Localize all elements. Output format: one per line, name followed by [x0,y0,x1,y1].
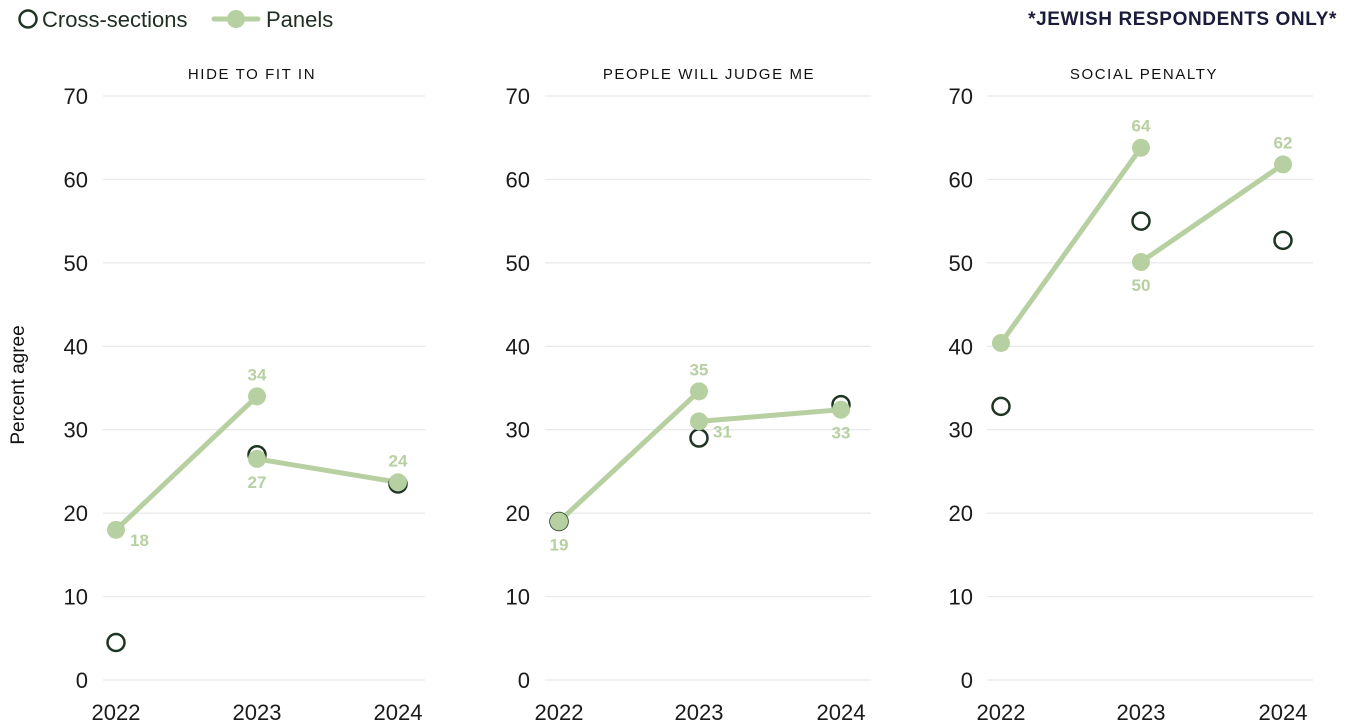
panel-data-label: 31 [713,422,732,441]
x-tick-label: 2024 [817,700,866,725]
panel-legend-dot-icon [227,10,245,28]
cross-section-point [1273,230,1293,251]
panel-data-label: 18 [130,531,149,550]
x-tick-label: 2022 [92,700,141,725]
panel-series-line [696,407,844,424]
panel-point [1132,253,1150,272]
y-tick-label: 20 [506,501,530,526]
chart-panel-1: HIDE TO FIT IN 0 10 20 30 40 50 60 70 2022 2023 202… [64,66,425,725]
x-tick-label: 2023 [675,700,724,725]
y-tick-label: 30 [64,418,88,443]
panel-title: HIDE TO FIT IN [188,66,316,83]
jewish-respondents-note: *JEWISH RESPONDENTS ONLY* [1028,9,1337,30]
cross-section-legend-icon [18,9,38,29]
panel-data-label: 27 [248,473,267,492]
y-tick-label: 0 [518,668,530,693]
panel-point [107,520,125,539]
panel-data-label: 62 [1274,133,1293,152]
panel-point [389,473,407,492]
y-tick-label: 0 [961,668,973,693]
panel-title: SOCIAL PENALTY [1070,66,1218,83]
panel-point [992,333,1010,352]
panel-point [832,400,850,419]
x-tick-label: 2023 [233,700,282,725]
y-tick-label: 10 [506,585,530,610]
y-tick-label: 30 [949,418,973,443]
y-tick-label: 0 [76,668,88,693]
cross-section-point [1131,211,1151,231]
chart-panel-2: PEOPLE WILL JUDGE ME 0 10 20 30 40 50 60 70 2022 2… [506,66,871,725]
panel-point [248,449,266,468]
y-tick-label: 50 [949,251,973,276]
y-tick-label: 70 [506,84,530,109]
panel-data-label: 24 [389,451,408,470]
y-tick-label: 40 [949,334,973,359]
panel-series-line [113,393,260,533]
x-tick-label: 2024 [374,700,423,725]
panel-title: PEOPLE WILL JUDGE ME [603,66,815,83]
y-tick-label: 30 [506,418,530,443]
legend: Cross-sections Panels [18,7,333,32]
panel-data-label: 33 [832,424,851,443]
panel-series-line [254,456,401,485]
y-tick-label: 60 [506,167,530,192]
panel-series-line [1138,161,1286,265]
y-tick-label: 10 [949,585,973,610]
cross-section-point [106,632,126,653]
panel-data-label: 34 [248,365,267,384]
panel-point [690,412,708,431]
panel-series-line [556,388,702,524]
cross-section-legend-label: Cross-sections [42,7,187,32]
y-tick-label: 70 [949,84,973,109]
panel-point [550,512,568,531]
cross-section-point [689,428,709,448]
y-tick-label: 40 [64,334,88,359]
panel-point [690,382,708,401]
y-axis-label: Percent agree [8,325,29,444]
panel-point [1274,155,1292,174]
y-tick-label: 70 [64,84,88,109]
panel-legend-label: Panels [266,7,333,32]
panel-data-label: 35 [690,360,709,379]
x-tick-label: 2023 [1117,700,1166,725]
x-tick-label: 2024 [1259,700,1308,725]
panel-point [1132,138,1150,157]
y-tick-label: 50 [506,251,530,276]
chart-panel-3: SOCIAL PENALTY 0 10 20 30 40 50 60 70 2022 2023 202… [949,66,1313,725]
y-tick-label: 50 [64,251,88,276]
y-tick-label: 40 [506,334,530,359]
x-tick-label: 2022 [977,700,1026,725]
panel-point [248,387,266,406]
panel-data-label: 64 [1132,117,1151,136]
panel-series-line [998,145,1144,346]
y-tick-label: 20 [949,501,973,526]
y-tick-label: 60 [64,167,88,192]
panel-data-label: 50 [1132,276,1151,295]
y-tick-label: 60 [949,167,973,192]
y-tick-label: 10 [64,585,88,610]
panel-data-label: 19 [550,535,569,554]
x-tick-label: 2022 [535,700,584,725]
cross-section-point [991,396,1011,417]
y-tick-label: 20 [64,501,88,526]
